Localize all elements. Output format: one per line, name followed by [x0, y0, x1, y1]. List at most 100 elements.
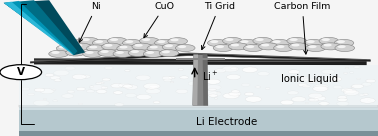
Circle shape: [274, 44, 293, 52]
Circle shape: [366, 79, 376, 83]
Text: Ti Grid: Ti Grid: [201, 2, 235, 50]
Circle shape: [246, 45, 254, 48]
Circle shape: [359, 94, 365, 96]
Circle shape: [87, 45, 106, 52]
Text: Carbon Film: Carbon Film: [274, 2, 331, 54]
Circle shape: [178, 45, 186, 48]
Circle shape: [184, 48, 191, 50]
Circle shape: [128, 49, 148, 56]
Circle shape: [72, 74, 86, 79]
Circle shape: [34, 74, 38, 75]
Circle shape: [337, 101, 349, 106]
Circle shape: [82, 75, 90, 78]
Text: Ni: Ni: [79, 2, 101, 42]
Circle shape: [136, 94, 151, 100]
Circle shape: [314, 96, 326, 101]
Circle shape: [136, 52, 143, 55]
Circle shape: [40, 89, 54, 94]
Circle shape: [144, 83, 160, 89]
Circle shape: [327, 41, 334, 43]
Circle shape: [222, 66, 239, 72]
Circle shape: [242, 67, 258, 72]
Circle shape: [198, 99, 204, 101]
Circle shape: [305, 103, 308, 104]
Circle shape: [90, 85, 105, 90]
Circle shape: [150, 85, 158, 88]
Circle shape: [125, 93, 136, 97]
Circle shape: [162, 44, 182, 51]
Circle shape: [351, 86, 354, 87]
Circle shape: [104, 44, 113, 47]
Circle shape: [85, 51, 94, 54]
Circle shape: [304, 39, 324, 47]
Circle shape: [143, 50, 163, 57]
Circle shape: [91, 53, 98, 56]
Circle shape: [343, 72, 348, 74]
Circle shape: [162, 50, 170, 53]
Polygon shape: [4, 0, 77, 55]
Circle shape: [176, 89, 188, 93]
Circle shape: [99, 82, 104, 84]
Circle shape: [357, 78, 361, 79]
Circle shape: [226, 75, 241, 80]
Circle shape: [136, 75, 150, 80]
Circle shape: [146, 51, 154, 54]
Circle shape: [261, 41, 268, 43]
Text: Li Electrode: Li Electrode: [196, 117, 257, 127]
Circle shape: [147, 45, 167, 52]
Text: Li$^+$: Li$^+$: [202, 70, 218, 84]
Circle shape: [146, 88, 161, 94]
Circle shape: [276, 45, 285, 48]
Circle shape: [62, 94, 74, 98]
Circle shape: [208, 92, 221, 96]
Circle shape: [152, 53, 158, 56]
Text: CuO: CuO: [144, 2, 174, 38]
Circle shape: [80, 46, 87, 49]
Circle shape: [132, 43, 152, 50]
Circle shape: [170, 82, 174, 83]
Circle shape: [121, 53, 128, 56]
Circle shape: [308, 98, 315, 101]
Circle shape: [95, 48, 102, 50]
Polygon shape: [34, 61, 367, 65]
Circle shape: [245, 92, 254, 96]
Circle shape: [68, 50, 77, 53]
Circle shape: [74, 44, 82, 47]
Circle shape: [314, 48, 321, 50]
Polygon shape: [4, 1, 74, 55]
Circle shape: [360, 98, 375, 103]
Circle shape: [231, 41, 238, 43]
Circle shape: [300, 77, 305, 78]
Circle shape: [116, 41, 122, 43]
Circle shape: [280, 100, 294, 105]
Circle shape: [225, 38, 234, 41]
Circle shape: [245, 96, 262, 102]
Circle shape: [23, 78, 28, 80]
Circle shape: [87, 41, 94, 43]
Circle shape: [168, 38, 187, 45]
Circle shape: [33, 100, 49, 106]
Circle shape: [54, 70, 69, 76]
Circle shape: [49, 50, 68, 57]
Circle shape: [20, 87, 30, 90]
Circle shape: [335, 44, 355, 52]
Circle shape: [259, 43, 278, 50]
Circle shape: [255, 86, 261, 88]
Circle shape: [309, 98, 319, 102]
Polygon shape: [34, 58, 367, 62]
Circle shape: [222, 48, 228, 50]
Circle shape: [267, 46, 274, 49]
Circle shape: [54, 79, 61, 81]
Circle shape: [196, 72, 209, 77]
Circle shape: [159, 50, 179, 57]
Circle shape: [178, 68, 184, 70]
Circle shape: [52, 89, 56, 90]
Circle shape: [319, 102, 329, 105]
Circle shape: [175, 44, 195, 52]
Circle shape: [306, 44, 325, 52]
Circle shape: [217, 92, 220, 93]
Circle shape: [214, 98, 218, 99]
Circle shape: [302, 85, 310, 88]
Circle shape: [131, 43, 138, 45]
Circle shape: [333, 86, 342, 89]
